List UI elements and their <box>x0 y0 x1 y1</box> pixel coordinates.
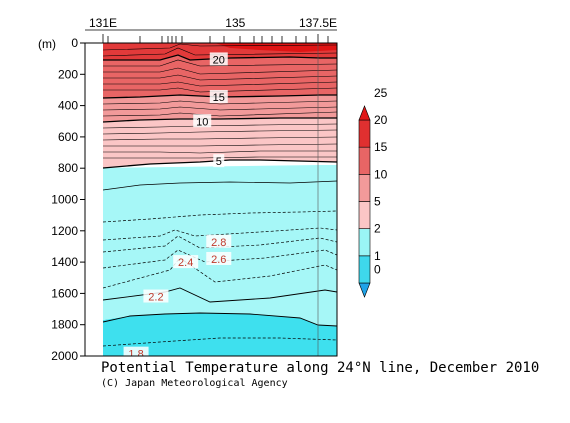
warm-contours <box>102 43 337 159</box>
chart-title: Potential Temperature along 24°N line, D… <box>101 360 539 376</box>
y-tick-label-5: 1000 <box>51 193 78 207</box>
colorbar-segment-4 <box>358 174 371 202</box>
x-tick-label-1: 135 <box>225 16 245 30</box>
colorbar-label-1: 1 <box>374 249 381 263</box>
contour-label-4: 2.8 <box>211 237 226 249</box>
x-axis: 131E 135 137.5E <box>89 16 337 30</box>
contour-label-bg-4 <box>206 234 232 248</box>
y-tick-label-9: 1800 <box>51 318 78 332</box>
y-tick-label-3: 600 <box>58 130 78 144</box>
colorbar-segment-6 <box>358 119 371 148</box>
band-10-15 <box>103 95 337 122</box>
y-tick-label-8: 1600 <box>51 286 78 300</box>
y-tick-label-6: 1200 <box>51 224 78 238</box>
contour-label-bg-7 <box>143 289 169 303</box>
plot-area: 20 15 10 5 2.8 2.6 2.4 2.2 1.8 <box>85 43 337 361</box>
colorbar-segment-3 <box>358 201 371 229</box>
contour-label-bg-6 <box>173 255 199 269</box>
colorbar-label-6: 20 <box>374 113 388 127</box>
y-axis: 0 200 400 600 800 1000 1200 1400 1600 1800 2000 <box>51 36 85 363</box>
colorbar-label-0: 0 <box>374 262 381 276</box>
x-tick-label-2: 137.5E <box>299 16 337 30</box>
colorbar-segment-5 <box>358 146 371 175</box>
contour-10 <box>102 117 337 123</box>
colorbar-label-4: 10 <box>374 167 388 181</box>
contour-label-0: 20 <box>213 54 225 66</box>
contour-label-bg-0 <box>209 52 228 66</box>
contour-labels: 20 15 10 5 2.8 2.6 2.4 2.2 1.8 <box>123 52 232 361</box>
y-tick-label-10: 2000 <box>51 349 78 363</box>
contour-label-8: 1.8 <box>128 349 143 361</box>
contour-label-3: 5 <box>216 156 222 168</box>
colorbar-bottom-arrow <box>358 282 371 298</box>
contour-label-bg-8 <box>123 346 149 356</box>
contour-label-bg-2 <box>193 114 212 128</box>
y-axis-label: (m) <box>38 37 56 51</box>
contour-label-6: 2.4 <box>178 257 193 269</box>
y-tick-label-7: 1400 <box>51 255 78 269</box>
contour-label-2: 10 <box>196 116 208 128</box>
colorbar-top-arrow <box>358 105 371 121</box>
contour-label-bg-3 <box>213 154 225 168</box>
colorbar-label-5: 15 <box>374 140 388 154</box>
contour-label-5: 2.6 <box>211 254 226 266</box>
y-tick-label-0: 0 <box>71 36 78 50</box>
contour-label-1: 15 <box>213 92 225 104</box>
colorbar-label-2: 2 <box>374 222 381 236</box>
y-tick-label-2: 400 <box>58 99 78 113</box>
colorbar-label-7: 25 <box>374 86 388 100</box>
contour-label-bg-5 <box>206 251 232 265</box>
colorbar-segment-1 <box>358 255 371 284</box>
colorbar-label-3: 5 <box>374 195 381 209</box>
colorbar-segment-2 <box>358 228 371 257</box>
band-cold-cyan <box>103 313 337 356</box>
x-tick-label-0: 131E <box>89 16 117 30</box>
contour-label-bg-1 <box>209 89 228 103</box>
y-tick-label-4: 800 <box>58 161 78 175</box>
contour-label-7: 2.2 <box>148 292 163 304</box>
y-tick-label-1: 200 <box>58 67 78 81</box>
no-data-strip <box>85 43 103 356</box>
credit-text: (C) Japan Meteorological Agency <box>101 378 288 389</box>
station-ticks <box>85 29 337 43</box>
